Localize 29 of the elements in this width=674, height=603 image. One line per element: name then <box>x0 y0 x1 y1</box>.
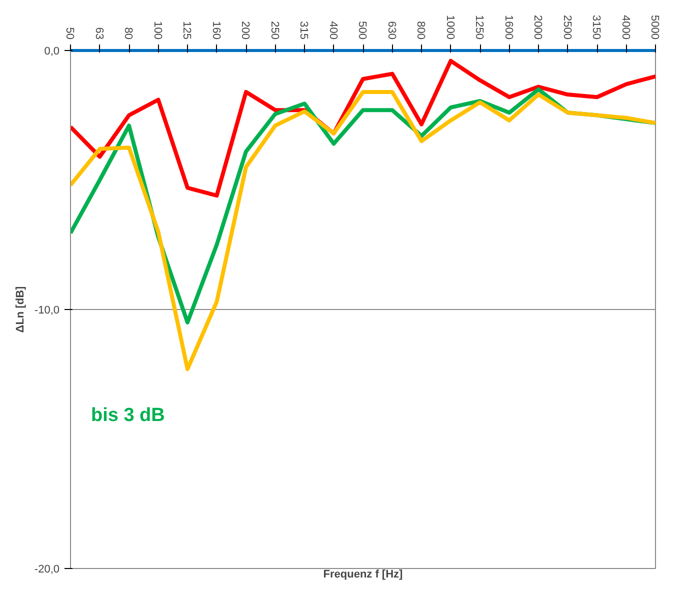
line-series <box>70 58 656 198</box>
y-tick-label: -10,0 <box>34 304 60 316</box>
x-tick-label: 200 <box>239 21 251 40</box>
line-series <box>70 90 656 372</box>
x-tick-label: 315 <box>298 21 310 40</box>
x-tick-label: 2500 <box>560 15 573 40</box>
x-tick-label: 1600 <box>502 15 514 40</box>
y-axis-title: ΔLn [dB] <box>14 286 26 333</box>
x-tick-label: 250 <box>268 21 280 40</box>
x-tick-label: 100 <box>151 21 164 40</box>
x-tick-label: 63 <box>92 27 105 40</box>
x-tick-label: 4000 <box>619 15 632 40</box>
x-tick-label: 50 <box>64 27 76 40</box>
x-tick-label: 1000 <box>444 15 456 40</box>
x-tick-label: 2000 <box>532 15 544 40</box>
x-tick-label: 125 <box>180 21 192 40</box>
x-tick-label: 400 <box>326 21 339 40</box>
x-axis-title: Frequenz f [Hz] <box>323 568 404 580</box>
x-tick-label: 80 <box>122 27 134 40</box>
x-tick-label: 5000 <box>648 15 660 40</box>
x-tick-label: 1250 <box>473 15 485 40</box>
x-tick-label: 800 <box>414 21 426 40</box>
y-tick-label: 0,0 <box>44 46 60 58</box>
x-tick-label: 3150 <box>590 15 602 40</box>
x-tick-label: 160 <box>210 21 222 40</box>
x-tick-label: 630 <box>385 21 398 40</box>
y-tick-label: -20,0 <box>34 564 60 576</box>
x-tick-label: 500 <box>356 21 368 40</box>
annotation: bis 3 dB <box>90 405 165 426</box>
